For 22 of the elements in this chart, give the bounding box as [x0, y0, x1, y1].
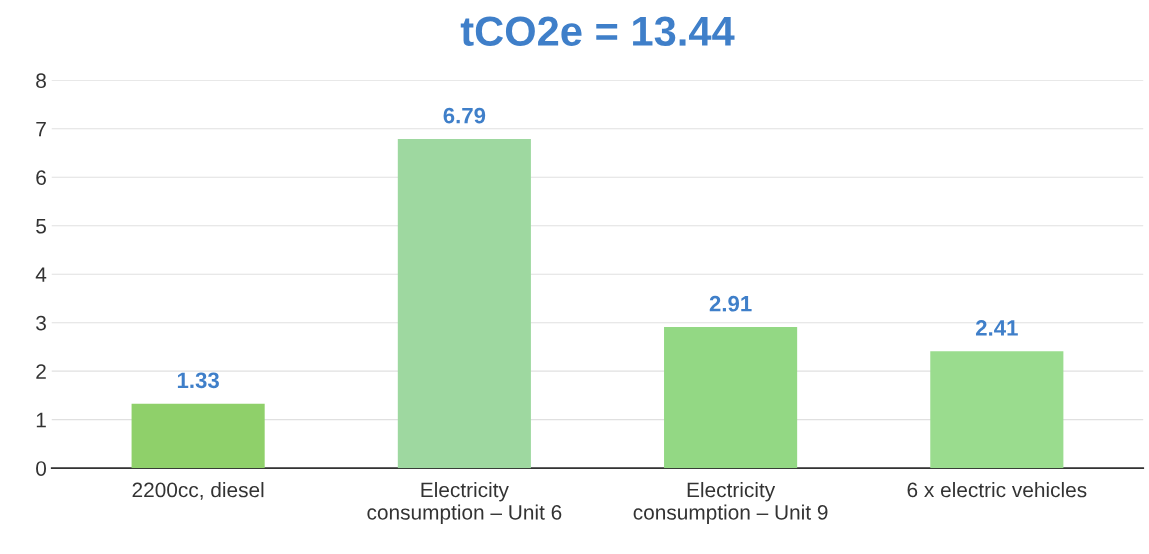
x-tick-label: 2200cc, diesel: [132, 482, 264, 500]
y-tick-label: 1: [36, 412, 46, 428]
y-tick-label: 7: [36, 122, 46, 137]
y-tick-label: 0: [36, 461, 47, 476]
data-label: 2.41: [975, 320, 1018, 336]
x-tick-label: 6 x electric vehicles: [907, 482, 1087, 498]
x-tick-label: Electricity consumption – Unit 6: [367, 482, 562, 524]
y-tick-label: 8: [36, 73, 46, 89]
bar: [397, 138, 531, 469]
data-label: 2.91: [709, 295, 752, 312]
y-tick-label: 6: [36, 170, 46, 186]
bar: [930, 351, 1064, 469]
bar: [131, 403, 265, 469]
y-tick-label: 2: [36, 364, 46, 379]
data-label: 6.79: [443, 107, 486, 124]
y-tick-label: 4: [35, 267, 47, 282]
x-tick-label: Electricity consumption – Unit 9: [633, 482, 828, 524]
chart-title: tCO2e = 13.44: [460, 16, 735, 47]
bar: [664, 327, 798, 469]
data-label: 1.33: [177, 372, 219, 389]
y-tick-label: 3: [36, 315, 46, 331]
y-tick-label: 5: [36, 218, 46, 234]
